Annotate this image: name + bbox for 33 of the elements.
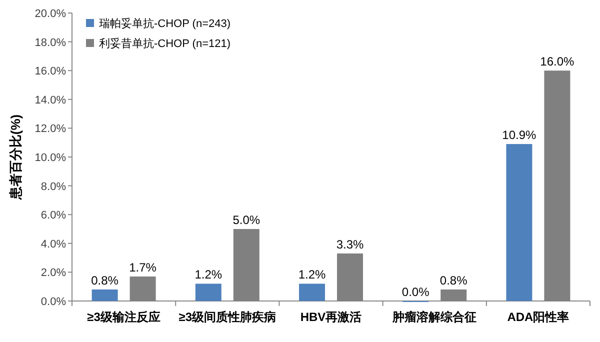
legend-label: 瑞帕妥单抗-CHOP (n=243) (99, 17, 231, 30)
data-label: 3.3% (336, 237, 364, 252)
data-label: 5.0% (232, 213, 260, 227)
legend-label: 利妥昔单抗-CHOP (n=121) (99, 37, 231, 50)
bar (92, 289, 118, 301)
x-tick-label: ≥3级间质性肺疾病 (178, 310, 276, 324)
data-label: 1.2% (194, 268, 222, 282)
y-tick-label: 14.0% (34, 94, 66, 106)
data-label: 0.0% (402, 285, 430, 299)
bar (299, 284, 325, 301)
y-tick-label: 16.0% (34, 66, 66, 78)
y-tick-label: 4.0% (40, 238, 66, 250)
y-tick-label: 20.0% (34, 8, 66, 20)
y-tick-label: 12.0% (34, 123, 66, 136)
y-tick-label: 8.0% (40, 180, 66, 193)
data-label: 1.7% (129, 260, 157, 275)
x-tick-label: ≥3级输注反应 (87, 310, 160, 324)
x-tick-label: ADA阳性率 (507, 310, 570, 324)
data-label: 10.9% (502, 128, 537, 142)
bar (195, 284, 222, 301)
y-tick-label: 6.0% (40, 210, 66, 222)
x-tick-label: HBV再激活 (300, 310, 362, 324)
data-label: 1.2% (298, 268, 326, 282)
y-axis-title: 患者百分比(%) (8, 114, 23, 201)
data-label: 0.8% (440, 273, 468, 288)
y-tick-label: 18.0% (34, 36, 66, 49)
data-label: 0.8% (91, 273, 119, 288)
y-tick-label: 2.0% (40, 267, 66, 280)
bar (506, 144, 532, 301)
data-label: 16.0% (540, 54, 575, 69)
x-tick-label: 肿瘤溶解综合征 (392, 310, 477, 324)
y-tick-label: 10.0% (34, 152, 66, 164)
y-tick-label: 0.0% (40, 296, 66, 308)
